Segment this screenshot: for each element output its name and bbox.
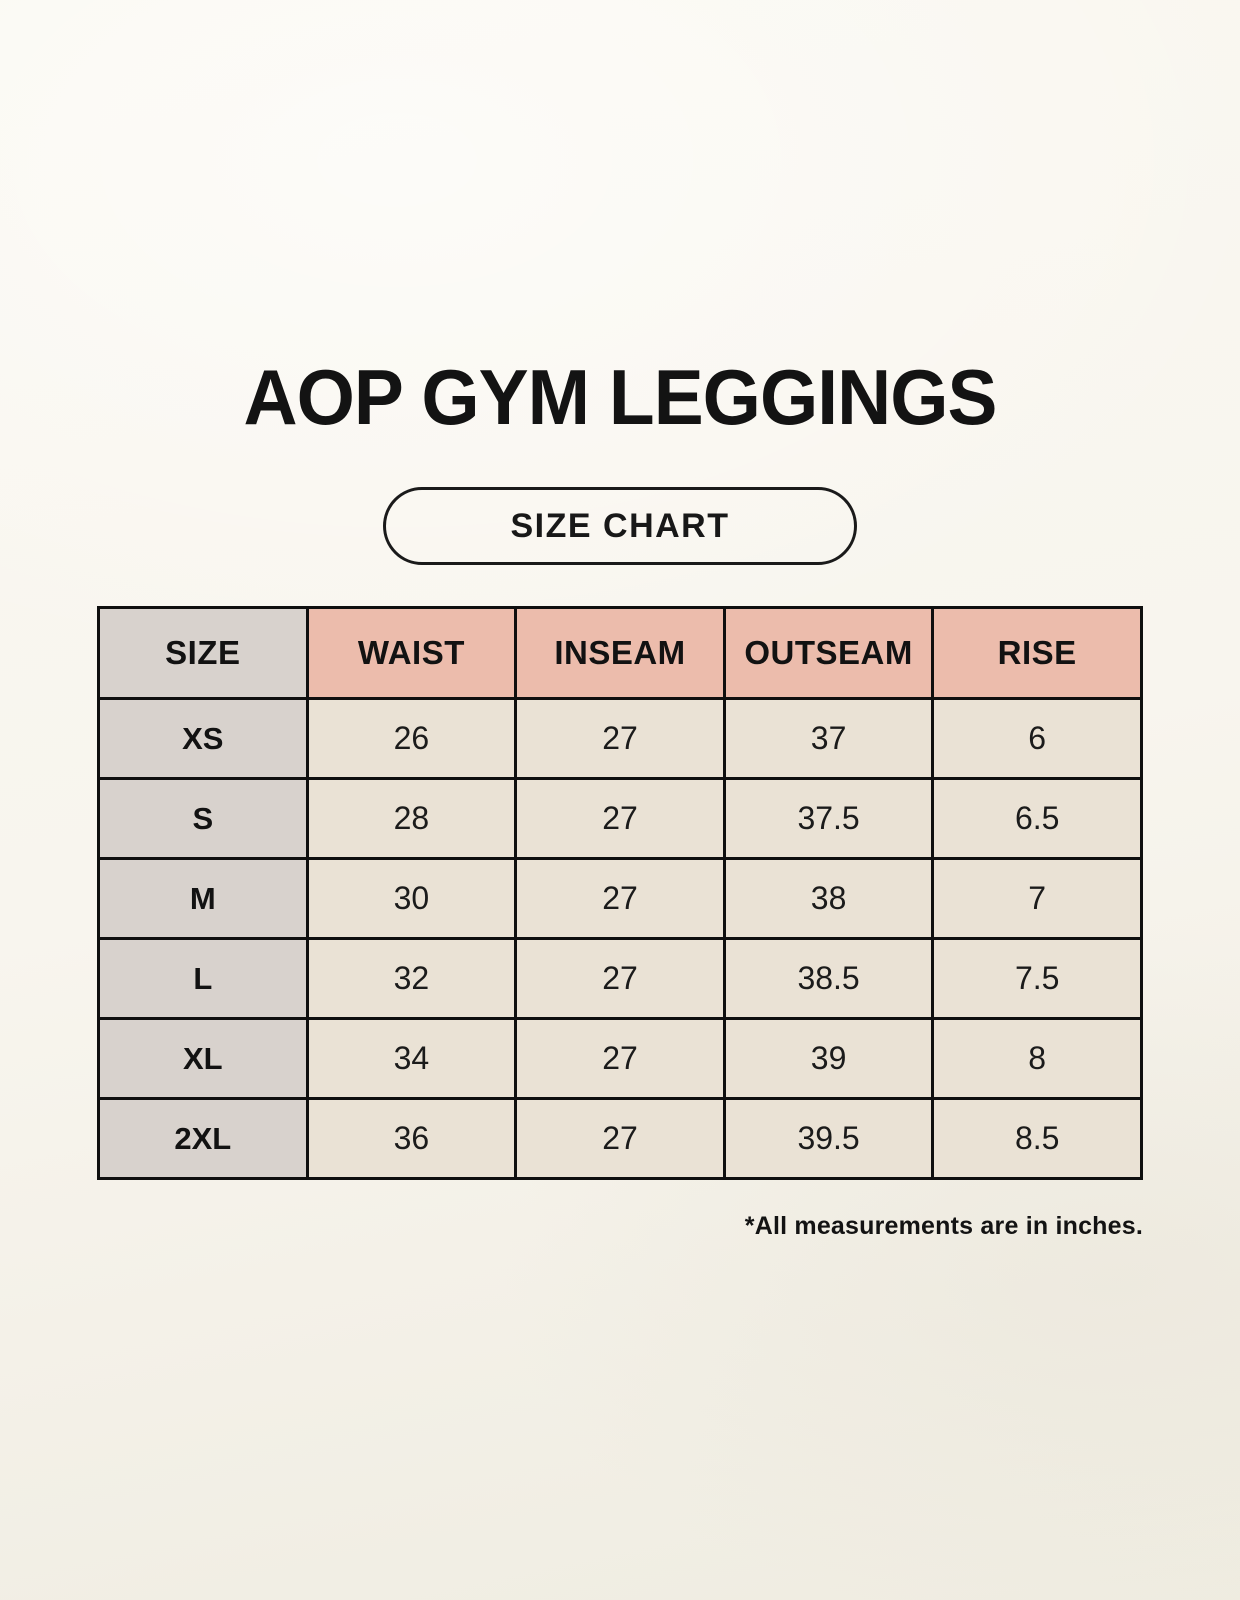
page-title: AOP GYM LEGGINGS bbox=[243, 353, 998, 441]
size-chart-badge: SIZE CHART bbox=[383, 487, 857, 565]
size-chart-badge-label: SIZE CHART bbox=[510, 506, 730, 545]
inseam-value: 27 bbox=[514, 857, 726, 940]
rise-value: 6 bbox=[931, 697, 1143, 780]
table-row: S 28 27 37.5 6.5 bbox=[97, 777, 1143, 860]
inseam-value: 27 bbox=[514, 1017, 726, 1100]
size-label: XL bbox=[97, 1017, 309, 1100]
outseam-value: 37.5 bbox=[722, 777, 935, 860]
table-row: XS 26 27 37 6 bbox=[97, 697, 1143, 780]
column-header-waist: WAIST bbox=[305, 606, 518, 700]
inseam-value: 27 bbox=[514, 1097, 726, 1180]
rise-value: 8.5 bbox=[931, 1097, 1143, 1180]
size-label: L bbox=[97, 937, 309, 1020]
inseam-value: 27 bbox=[514, 937, 726, 1020]
inseam-value: 27 bbox=[514, 697, 726, 780]
waist-value: 34 bbox=[305, 1017, 518, 1100]
size-label: XS bbox=[97, 697, 309, 780]
inseam-value: 27 bbox=[514, 777, 726, 860]
waist-value: 32 bbox=[305, 937, 518, 1020]
size-label: 2XL bbox=[97, 1097, 309, 1180]
rise-value: 7.5 bbox=[931, 937, 1143, 1020]
outseam-value: 38 bbox=[722, 857, 935, 940]
rise-value: 8 bbox=[931, 1017, 1143, 1100]
waist-value: 30 bbox=[305, 857, 518, 940]
table-row: L 32 27 38.5 7.5 bbox=[97, 937, 1143, 1020]
table-header-row: SIZE WAIST INSEAM OUTSEAM RISE bbox=[97, 606, 1143, 700]
waist-value: 36 bbox=[305, 1097, 518, 1180]
outseam-value: 37 bbox=[722, 697, 935, 780]
size-chart-table: SIZE WAIST INSEAM OUTSEAM RISE XS 26 27 … bbox=[97, 606, 1143, 1180]
column-header-inseam: INSEAM bbox=[514, 606, 726, 700]
waist-value: 26 bbox=[305, 697, 518, 780]
size-label: S bbox=[97, 777, 309, 860]
rise-value: 6.5 bbox=[931, 777, 1143, 860]
column-header-size: SIZE bbox=[97, 606, 309, 700]
rise-value: 7 bbox=[931, 857, 1143, 940]
size-label: M bbox=[97, 857, 309, 940]
column-header-outseam: OUTSEAM bbox=[722, 606, 935, 700]
outseam-value: 39.5 bbox=[722, 1097, 935, 1180]
table-row: XL 34 27 39 8 bbox=[97, 1017, 1143, 1100]
outseam-value: 39 bbox=[722, 1017, 935, 1100]
outseam-value: 38.5 bbox=[722, 937, 935, 1020]
table-row: 2XL 36 27 39.5 8.5 bbox=[97, 1097, 1143, 1180]
measurements-footnote: *All measurements are in inches. bbox=[744, 1212, 1143, 1240]
column-header-rise: RISE bbox=[931, 606, 1143, 700]
waist-value: 28 bbox=[305, 777, 518, 860]
table-row: M 30 27 38 7 bbox=[97, 857, 1143, 940]
